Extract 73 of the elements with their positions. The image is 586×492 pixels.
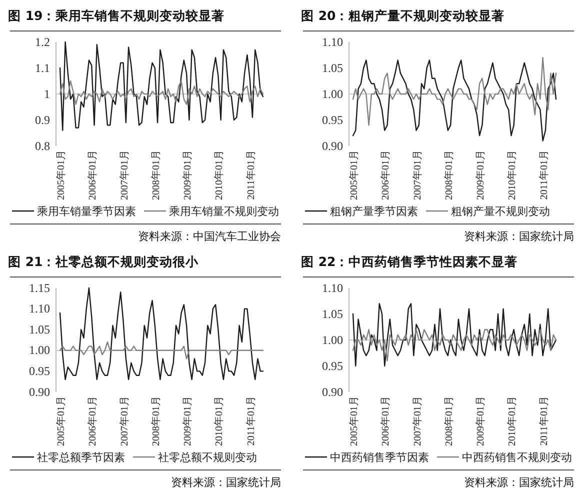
text: 资料来源：国家统计局: [464, 230, 574, 243]
x-tick-label: 2007年01月: [411, 150, 424, 200]
x-tick-label: 2011年01月: [244, 396, 257, 446]
x-tick-label: 2006年01月: [86, 396, 99, 446]
y-tick-label: 0.8: [35, 138, 50, 153]
chart-title: 图 19：乘用车销售不规则变动较显著: [8, 8, 225, 23]
text: 资料来源：国家统计局: [171, 476, 281, 489]
x-tick-label: 2006年01月: [380, 150, 392, 200]
legend-label: 社零总额不规则变动: [158, 451, 257, 464]
y-tick-label: 0.90: [322, 138, 343, 153]
y-tick-label: 1.10: [322, 280, 343, 295]
chart-title: 图 21：社零总额不规则变动很小: [8, 254, 200, 269]
x-tick-label: 2007年01月: [118, 396, 130, 446]
x-tick-label: 2011年01月: [538, 150, 550, 200]
line-series: [59, 287, 264, 380]
x-tick-label: 2010年01月: [213, 396, 226, 446]
x-tick-label: 2005年01月: [348, 396, 360, 446]
x-tick-label: 2008年01月: [150, 150, 162, 200]
y-tick-label: 1.15: [29, 280, 50, 295]
line-series: [59, 341, 264, 360]
legend-label: 社零总额季节因素: [37, 451, 125, 464]
line-series: [352, 60, 557, 142]
legend-label: 粗钢产量季节因素: [330, 205, 418, 218]
chart-title: 图 20：粗钢产量不规则变动较显著: [301, 8, 505, 23]
y-tick-label: 0.90: [322, 384, 343, 399]
y-tick-label: 1.10: [322, 34, 343, 49]
x-tick-label: 2010年01月: [506, 396, 518, 446]
legend-label: 乘用车销量不规则变动: [169, 205, 279, 218]
x-tick-label: 2006年01月: [380, 396, 392, 446]
line-series: [352, 57, 557, 126]
x-tick-label: 2009年01月: [182, 396, 194, 446]
text: 资料来源：国家统计局: [464, 476, 574, 489]
y-tick-label: 0.95: [322, 112, 343, 127]
x-tick-label: 2010年01月: [213, 150, 226, 200]
x-tick-label: 2005年01月: [348, 150, 360, 200]
y-tick-label: 1.00: [29, 343, 50, 358]
y-tick-label: 0.95: [29, 364, 50, 378]
y-tick-label: 0.9: [35, 112, 50, 127]
y-tick-label: 1.2: [35, 34, 50, 49]
x-tick-label: 2009年01月: [474, 150, 487, 200]
legend-label: 中西药销售不规则变动: [462, 451, 572, 464]
y-tick-label: 0.95: [322, 358, 343, 373]
y-tick-label: 1.05: [322, 60, 343, 75]
y-tick-label: 0.90: [29, 384, 50, 399]
y-tick-label: 1.1: [35, 60, 50, 75]
y-tick-label: 1.10: [29, 302, 50, 316]
line-series: [352, 303, 557, 367]
line-series: [352, 329, 557, 362]
y-tick-label: 1.00: [322, 86, 343, 101]
x-tick-label: 2011年01月: [244, 150, 257, 200]
x-tick-label: 2007年01月: [411, 396, 424, 446]
y-tick-label: 1.05: [322, 306, 343, 321]
y-tick-label: 1.05: [29, 322, 50, 336]
chart-title: 图 22：中西药销售季节性因素不显著: [301, 254, 518, 269]
text: 资料来源：中国汽车工业协会: [138, 230, 281, 243]
y-tick-label: 1.00: [322, 332, 343, 347]
x-tick-label: 2005年01月: [55, 150, 67, 200]
legend-label: 中西药销售季节因素: [330, 451, 429, 464]
x-tick-label: 2007年01月: [118, 150, 130, 200]
x-tick-label: 2005年01月: [55, 396, 67, 446]
x-tick-label: 2008年01月: [150, 396, 162, 446]
x-tick-label: 2010年01月: [506, 150, 518, 200]
line-series: [59, 41, 264, 131]
x-tick-label: 2011年01月: [538, 396, 550, 446]
legend-label: 粗钢产量不规则变动: [451, 205, 550, 218]
x-tick-label: 2008年01月: [442, 396, 455, 446]
x-tick-label: 2006年01月: [86, 150, 99, 200]
y-tick-label: 1: [44, 86, 50, 101]
x-tick-label: 2008年01月: [442, 150, 455, 200]
line-series: [59, 80, 264, 105]
legend-label: 乘用车销量季节因素: [37, 205, 136, 218]
x-tick-label: 2009年01月: [474, 396, 487, 446]
x-tick-label: 2009年01月: [182, 150, 194, 200]
